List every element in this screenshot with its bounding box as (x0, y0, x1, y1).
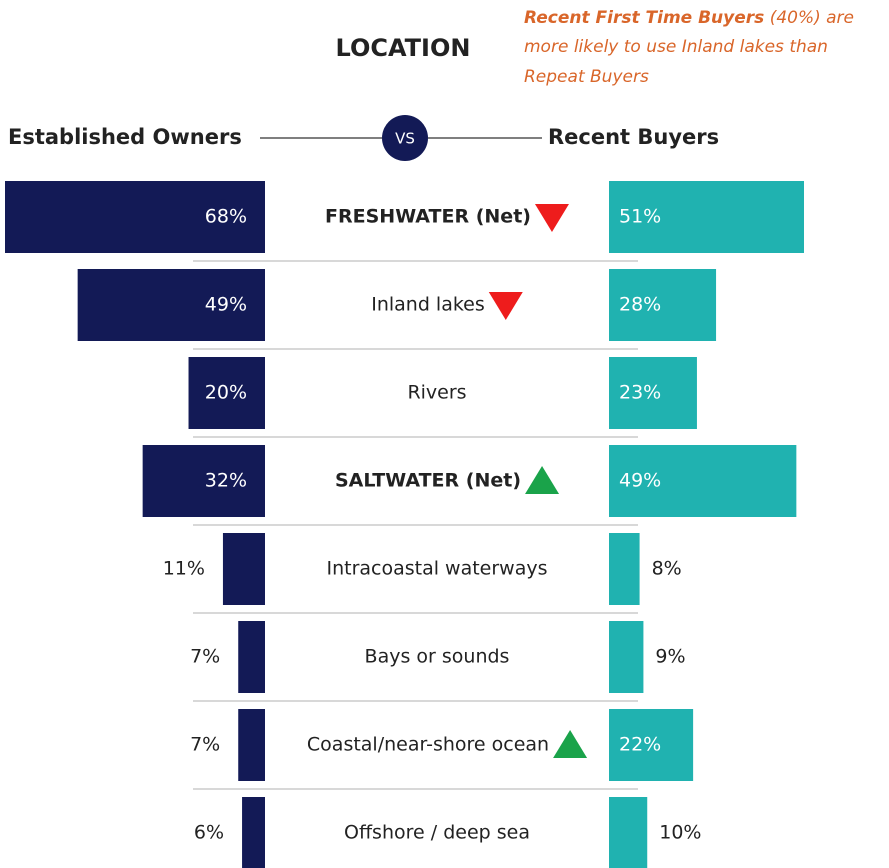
bar (77, 269, 265, 341)
bar (238, 621, 265, 693)
category-label: FRESHWATER (Net) (325, 206, 531, 228)
value-label: 7% (190, 646, 220, 668)
value-label: 49% (205, 294, 247, 316)
value-label: 8% (652, 558, 682, 580)
value-label: 6% (194, 822, 224, 844)
value-label: 28% (619, 294, 661, 316)
category-label: Intracoastal waterways (326, 558, 547, 580)
annotation-emphasis: Recent First Time Buyers (524, 8, 764, 28)
category-label: SALTWATER (Net) (335, 470, 521, 492)
value-label: 51% (619, 206, 661, 228)
category-label: Rivers (407, 382, 466, 404)
indicator-down (534, 204, 569, 232)
bar (609, 445, 797, 517)
value-label: 49% (619, 470, 661, 492)
annotation-line: Repeat Buyers (524, 67, 649, 87)
vs-badge (382, 115, 428, 161)
bar (609, 181, 804, 253)
annotation: Recent First Time Buyers (40%) are (524, 8, 854, 28)
bar (188, 357, 265, 429)
value-label: 11% (163, 558, 205, 580)
annotation-line: more likely to use Inland lakes than (524, 37, 828, 57)
value-label: 20% (205, 382, 247, 404)
value-label: 22% (619, 734, 661, 756)
chart-title: LOCATION (336, 34, 471, 62)
category-label: Coastal/near-shore ocean (307, 734, 549, 756)
category-label: Bays or sounds (365, 646, 510, 668)
value-label: 32% (205, 470, 247, 492)
bar (5, 181, 265, 253)
value-label: 7% (190, 734, 220, 756)
bar (609, 797, 648, 868)
bar (609, 621, 644, 693)
bar (142, 445, 265, 517)
right-header: Recent Buyers (548, 125, 719, 149)
category-label: Offshore / deep sea (344, 822, 530, 844)
vs-label: VS (395, 130, 415, 148)
bar (242, 797, 265, 868)
value-label: 10% (659, 822, 701, 844)
indicator-down (488, 292, 523, 320)
bar (609, 269, 717, 341)
bar (609, 357, 697, 429)
bar (609, 709, 694, 781)
left-header: Established Owners (8, 125, 242, 149)
bar (222, 533, 265, 605)
value-label: 23% (619, 382, 661, 404)
indicator-up (525, 466, 560, 494)
value-label: 9% (655, 646, 685, 668)
bar (609, 533, 640, 605)
annotation-line: (40%) are (770, 8, 854, 28)
category-label: Inland lakes (371, 294, 485, 316)
value-label: 68% (205, 206, 247, 228)
bar (238, 709, 265, 781)
indicator-up (553, 730, 588, 758)
